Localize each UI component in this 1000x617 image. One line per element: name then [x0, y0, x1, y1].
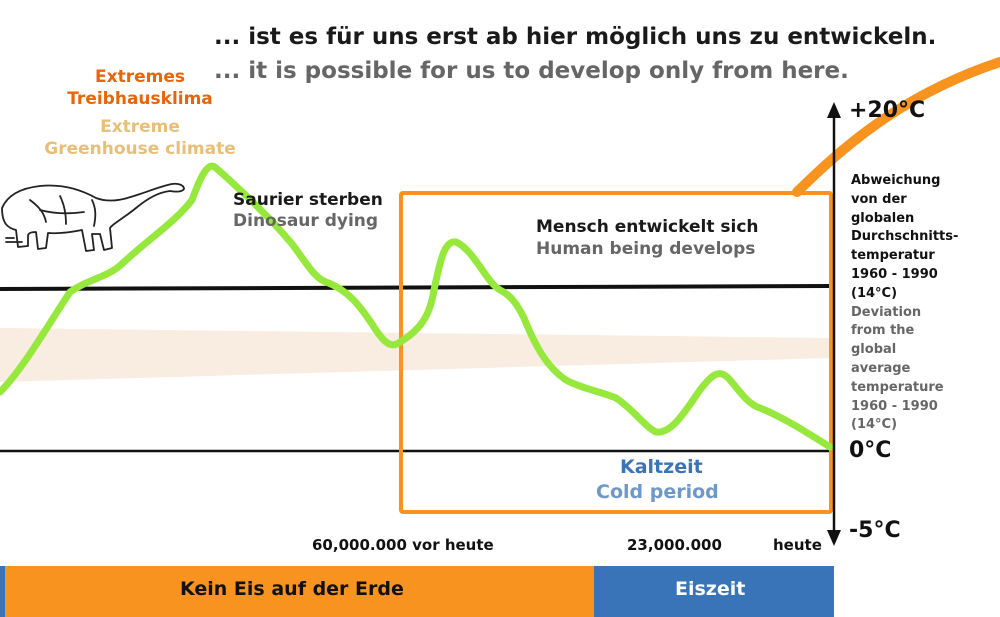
- deviation-en-line: 1960 - 1990: [851, 398, 938, 414]
- bottom-bar-left-edge: [0, 566, 5, 617]
- no-ice-label: Kein Eis auf der Erde: [180, 578, 404, 600]
- dinosaur-label-en: Dinosaur dying: [233, 211, 379, 231]
- greenhouse-label-de: Extremes Treibhausklima: [67, 67, 213, 109]
- deviation-en-line: Deviation: [851, 304, 922, 320]
- timeline-label-today: heute: [773, 536, 822, 554]
- deviation-de-line: (14°C): [851, 285, 898, 301]
- no-ice-bar: [5, 566, 594, 617]
- deviation-en-line: (14°C): [851, 417, 898, 433]
- human-label-de: Mensch entwickelt sich: [536, 217, 759, 237]
- temperature-curve: [0, 162, 834, 451]
- dinosaur-sketch-icon: [1, 182, 185, 252]
- deviation-de-line: globalen: [851, 210, 915, 226]
- reference-line: [0, 284, 832, 291]
- deviation-de-line: Durchschnitts-: [851, 229, 959, 245]
- deviation-description: Abweichung von der globalen Durchschnitt…: [851, 172, 996, 435]
- header-line-de: ... ist es für uns erst ab hier möglich …: [214, 24, 937, 50]
- axis-arrow-up-icon: [827, 102, 841, 118]
- axis-arrow-down-icon: [827, 530, 841, 546]
- human-development-box: [399, 191, 833, 514]
- cold-period-label-en: Cold period: [596, 481, 719, 503]
- ice-age-bar: [594, 566, 834, 617]
- ice-age-label: Eiszeit: [675, 578, 746, 600]
- timeline-label-60m: 60,000.000 vor heute: [312, 536, 494, 554]
- dinosaur-label-de: Saurier sterben: [233, 190, 383, 210]
- deviation-de-line: von der: [851, 191, 907, 207]
- deviation-en-line: global: [851, 342, 897, 358]
- deviation-de-line: temperatur: [851, 248, 935, 264]
- cold-period-label-de: Kaltzeit: [620, 456, 703, 478]
- deviation-en-line: temperature: [851, 379, 944, 395]
- timeline-label-23m: 23,000.000: [627, 536, 722, 554]
- greenhouse-label-en: Extreme Greenhouse climate: [44, 117, 236, 159]
- axis-top-label: +20°C: [849, 98, 926, 123]
- axis-zero-label: 0°C: [849, 438, 892, 463]
- axis-bottom-label: -5°C: [849, 518, 901, 543]
- deviation-de-line: Abweichung: [851, 173, 941, 188]
- human-label-en: Human being develops: [536, 239, 756, 259]
- deviation-en-line: from the: [851, 323, 915, 339]
- rising-temperature-curve: [792, 57, 1000, 197]
- deviation-en-line: average: [851, 360, 911, 376]
- reference-band: [0, 328, 830, 382]
- header-line-en: ... it is possible for us to develop onl…: [214, 58, 849, 84]
- deviation-de-line: 1960 - 1990: [851, 266, 938, 282]
